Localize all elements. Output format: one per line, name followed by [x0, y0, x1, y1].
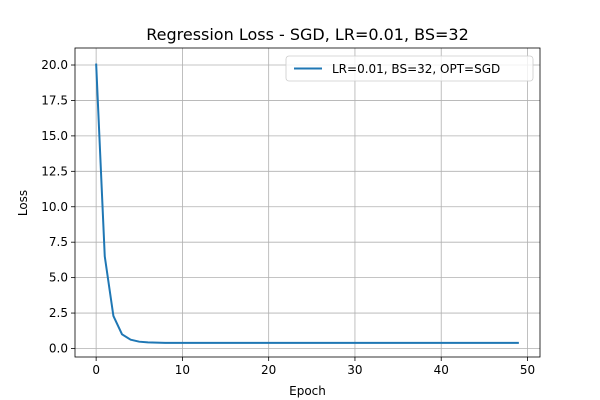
y-tick-label: 5.0 — [49, 271, 68, 285]
x-tick-label: 10 — [175, 363, 190, 377]
y-tick-label: 15.0 — [41, 129, 68, 143]
x-tick-label: 40 — [434, 363, 449, 377]
legend-entry-label: LR=0.01, BS=32, OPT=SGD — [332, 62, 500, 76]
x-tick-label: 50 — [520, 363, 535, 377]
y-tick-label: 17.5 — [41, 93, 68, 107]
x-tick-label: 20 — [261, 363, 276, 377]
legend: LR=0.01, BS=32, OPT=SGD — [285, 55, 534, 82]
y-tick-label: 2.5 — [49, 306, 68, 320]
x-tick-label: 0 — [92, 363, 100, 377]
legend-box — [285, 55, 534, 82]
plot-frame — [74, 47, 541, 358]
chart-title: Regression Loss - SGD, LR=0.01, BS=32 — [146, 25, 469, 44]
x-tick-label: 30 — [347, 363, 362, 377]
x-axis-label: Epoch — [289, 384, 326, 398]
series-line — [95, 63, 519, 344]
y-tick-label: 10.0 — [41, 200, 68, 214]
y-axis-label: Loss — [16, 190, 30, 216]
tick-layer: 0 10 20 30 40 50 0.0 2.5 5.0 7.5 10.0 12.5 15.0 17.5 2… — [41, 58, 535, 377]
y-tick-label: 12.5 — [41, 164, 68, 178]
y-tick-label: 0.0 — [49, 341, 68, 355]
y-tick-label: 7.5 — [49, 235, 68, 249]
y-tick-label: 20.0 — [41, 58, 68, 72]
series-layer — [95, 63, 519, 344]
